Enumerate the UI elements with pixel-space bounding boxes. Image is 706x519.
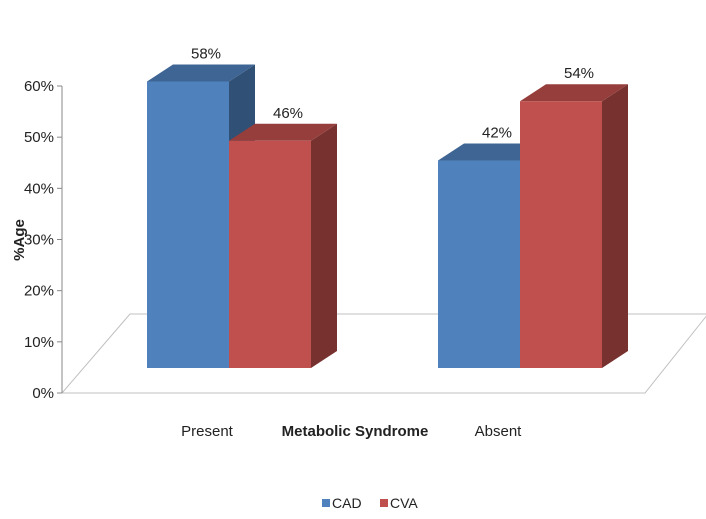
bar-cva-present: [229, 123, 337, 368]
data-label: 42%: [482, 125, 512, 142]
legend-swatch: [380, 499, 388, 507]
legend-label: CVA: [390, 495, 418, 511]
chart-floor: [60, 313, 706, 394]
y-tick-label: 0%: [32, 385, 54, 402]
legend-item-cad: CAD: [322, 495, 362, 511]
y-axis: 0% 10% 20% 30% 40% 50% 60%: [24, 78, 63, 402]
legend-item-cva: CVA: [380, 495, 418, 511]
legend-swatch: [322, 499, 330, 507]
bar-cva-absent: [520, 84, 628, 369]
bar-top-face: [438, 143, 546, 161]
y-tick-label: 30%: [24, 232, 54, 249]
x-category-label: Absent: [475, 423, 523, 440]
bars: [147, 64, 628, 369]
bar-top-face: [147, 64, 255, 82]
y-tick-label: 40%: [24, 180, 54, 197]
y-tick-label: 10%: [24, 334, 54, 351]
bar-side-face: [602, 84, 628, 369]
data-label: 58%: [191, 45, 221, 62]
x-category-label: Present: [181, 423, 234, 440]
y-tick-label: 50%: [24, 129, 54, 146]
bar-top-face: [520, 84, 628, 102]
bar-front-face: [229, 140, 311, 368]
bar-top-face: [229, 123, 337, 141]
data-label: 54%: [564, 65, 594, 82]
bar-front-face: [520, 101, 602, 369]
legend-label: CAD: [332, 495, 362, 511]
x-axis-labels: Present Absent: [181, 423, 522, 440]
x-axis-title: Metabolic Syndrome: [282, 423, 429, 440]
bar-front-face: [438, 160, 520, 368]
legend: CAD CVA: [322, 495, 418, 511]
bar-front-face: [147, 81, 229, 368]
floor-plane: [60, 313, 706, 394]
data-labels: 58% 46% 42% 54%: [191, 45, 594, 141]
y-tick-label: 60%: [24, 78, 54, 95]
y-axis-title: %Age: [11, 219, 28, 261]
bar-side-face: [311, 123, 337, 368]
y-tick-label: 20%: [24, 283, 54, 300]
data-label: 46%: [273, 105, 303, 122]
